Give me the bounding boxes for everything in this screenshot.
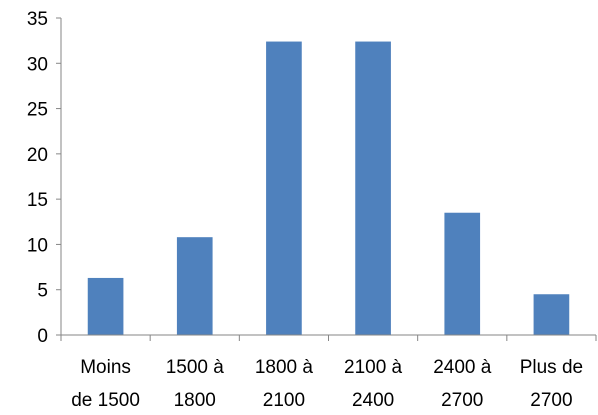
x-tick-label-line: 1800 xyxy=(174,390,216,411)
x-tick-label: 2400 à 2700 xyxy=(433,357,492,411)
x-tick-label-line: 1800 à xyxy=(255,357,314,378)
bar xyxy=(533,294,570,335)
x-axis-labels: Moins de 1500 1500 à 1800 1800 à 2100 2100 à 24… xyxy=(71,357,583,411)
x-tick-label-line: 2100 xyxy=(263,390,305,411)
x-tick-label-line: Plus de xyxy=(520,357,583,378)
bar-series xyxy=(87,41,570,335)
x-tick-label-line: 2700 xyxy=(441,390,483,411)
x-tick-label-line: 2400 à xyxy=(433,357,492,378)
x-tick-label: 1500 à 1800 xyxy=(166,357,225,411)
x-tick-label-line: 2700 xyxy=(530,390,572,411)
bar xyxy=(444,212,481,335)
y-tick-label: 35 xyxy=(27,9,48,30)
y-tick-label: 5 xyxy=(37,281,48,302)
y-tick-label: 15 xyxy=(27,190,48,211)
x-tick-label: Moins de 1500 xyxy=(71,357,140,411)
bar xyxy=(176,237,213,335)
axes xyxy=(56,17,597,341)
x-tick-label-line: de 1500 xyxy=(71,390,140,411)
y-axis-ticks: 0 5 10 15 20 25 30 35 xyxy=(27,9,48,347)
y-tick-label: 10 xyxy=(27,235,48,256)
y-tick-label: 30 xyxy=(27,54,48,75)
bar xyxy=(355,41,391,335)
y-tick-label: 20 xyxy=(27,145,48,166)
x-tick-label: 1800 à 2100 xyxy=(255,357,314,411)
x-tick-label-line: 1500 à xyxy=(166,357,225,378)
bar xyxy=(87,277,124,335)
y-tick-label: 0 xyxy=(37,326,48,347)
y-tick-label: 25 xyxy=(27,100,48,121)
x-tick-label: Plus de 2700 xyxy=(520,357,583,411)
x-tick-label-line: Moins xyxy=(80,357,131,378)
x-tick-label: 2100 à 2400 xyxy=(344,357,403,411)
x-tick-label-line: 2400 xyxy=(352,390,394,411)
x-tick-label-line: 2100 à xyxy=(344,357,403,378)
bar xyxy=(266,41,302,335)
